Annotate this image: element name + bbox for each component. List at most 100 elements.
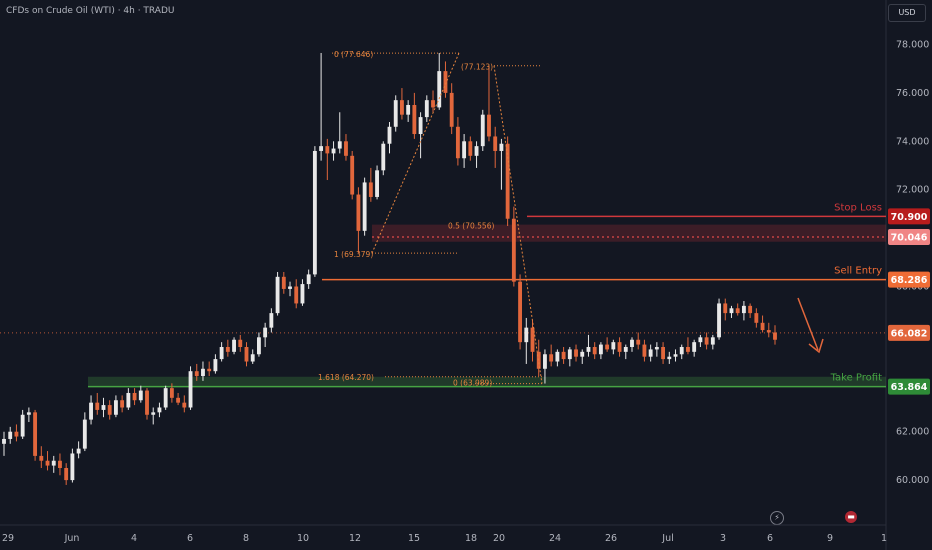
candle-body [673, 354, 678, 357]
candle-body [431, 100, 435, 108]
candle-body [207, 368, 212, 372]
candle-body [592, 347, 597, 355]
current-price-tag-bg [888, 324, 930, 341]
x-tick-label: 15 [408, 533, 420, 544]
candle-body [45, 460, 50, 466]
candle-body [543, 354, 547, 369]
fib-label: 1.618 (64.270) [318, 373, 374, 382]
sell-entry-price-tag-bg [888, 271, 930, 288]
candle-body [741, 305, 746, 314]
candle-body [735, 308, 740, 314]
candle-body [319, 146, 324, 151]
us-flag-icon[interactable]: ▬ [845, 511, 857, 523]
candle-body [642, 344, 647, 357]
candle-body [238, 339, 243, 347]
candle-body [499, 143, 504, 151]
candle-body [648, 349, 653, 357]
candle-body [33, 412, 38, 456]
y-tick-label: 60.000 [896, 475, 929, 486]
candle-body [51, 460, 56, 466]
take-profit-label: Take Profit [830, 373, 883, 384]
candle-body [623, 347, 628, 352]
fib-label: 1 (69.379) [334, 250, 373, 259]
stop-loss-price-tag-bg [888, 208, 930, 225]
currency-button[interactable]: USD [888, 4, 926, 22]
candle-body [586, 347, 591, 352]
candle-body [679, 347, 684, 355]
candle-body [524, 327, 529, 343]
candle-body [729, 308, 734, 314]
fib-trend-line-2 [493, 65, 543, 384]
y-tick-label: 62.000 [896, 427, 929, 438]
candle-body [692, 342, 697, 352]
zone-price-tag: 70.046 [891, 232, 928, 243]
candle-body [505, 143, 510, 219]
candle-body [14, 431, 19, 437]
candle-body [337, 141, 342, 149]
candle-body [201, 368, 205, 377]
candle-body [455, 126, 460, 159]
x-tick-label: 12 [349, 533, 361, 544]
x-tick-label: 29 [2, 533, 14, 544]
candle-body [555, 351, 560, 362]
candle-body [263, 327, 268, 338]
candle-body [95, 402, 100, 410]
candle-body [698, 337, 703, 343]
candle-body [89, 402, 93, 420]
candle-body [574, 349, 578, 357]
candle-body [530, 327, 535, 352]
candle-body [474, 146, 479, 156]
candle-body [406, 105, 411, 115]
candle-body [269, 313, 274, 328]
candle-body [275, 276, 280, 314]
y-tick-label: 74.000 [896, 136, 929, 147]
x-tick-label: 3 [720, 533, 726, 544]
candle-body [2, 438, 6, 444]
candle-body [654, 347, 659, 350]
candle-body [288, 286, 292, 289]
candle-body [630, 339, 634, 347]
candle-body [76, 448, 81, 454]
candle-body [412, 105, 417, 135]
candle-body [350, 155, 355, 195]
candle-body [294, 286, 299, 304]
candle-body [26, 412, 31, 415]
candle-body [760, 322, 765, 331]
candle-body [717, 303, 721, 338]
candle-body [70, 453, 75, 481]
x-tick-label: 20 [493, 533, 505, 544]
candle-body [748, 305, 753, 314]
candle-body [219, 347, 224, 360]
candle-body [437, 71, 442, 108]
candle-body [188, 371, 193, 408]
candle-body [58, 460, 62, 468]
candle-body [773, 332, 777, 340]
candle-body [468, 141, 473, 156]
candle-body [443, 71, 448, 93]
candle-body [418, 117, 423, 135]
candle-body [312, 150, 317, 275]
x-tick-label: Jun [64, 533, 80, 544]
candle-body [400, 100, 404, 115]
candle-body [225, 347, 230, 352]
candle-body [567, 349, 572, 360]
candle-body [605, 344, 610, 350]
zone-price-tag-bg [888, 228, 930, 245]
take-profit-zone [88, 376, 886, 387]
candle-body [306, 274, 311, 285]
candle-body [598, 344, 603, 355]
x-tick-label: 18 [465, 533, 477, 544]
x-tick-label: 6 [767, 533, 773, 544]
projection-arrowhead [808, 338, 824, 354]
fib-label: 0.5 (70.556) [448, 222, 494, 231]
projection-arrow [797, 297, 819, 351]
candle-body [250, 354, 255, 362]
fib-label: 0 (63.989) [453, 379, 492, 388]
candle-body [449, 92, 454, 127]
candle-body [169, 388, 174, 398]
y-tick-label: 76.000 [896, 88, 929, 99]
candle-body [325, 146, 330, 154]
candle-body [518, 281, 523, 343]
candle-body [182, 402, 187, 408]
